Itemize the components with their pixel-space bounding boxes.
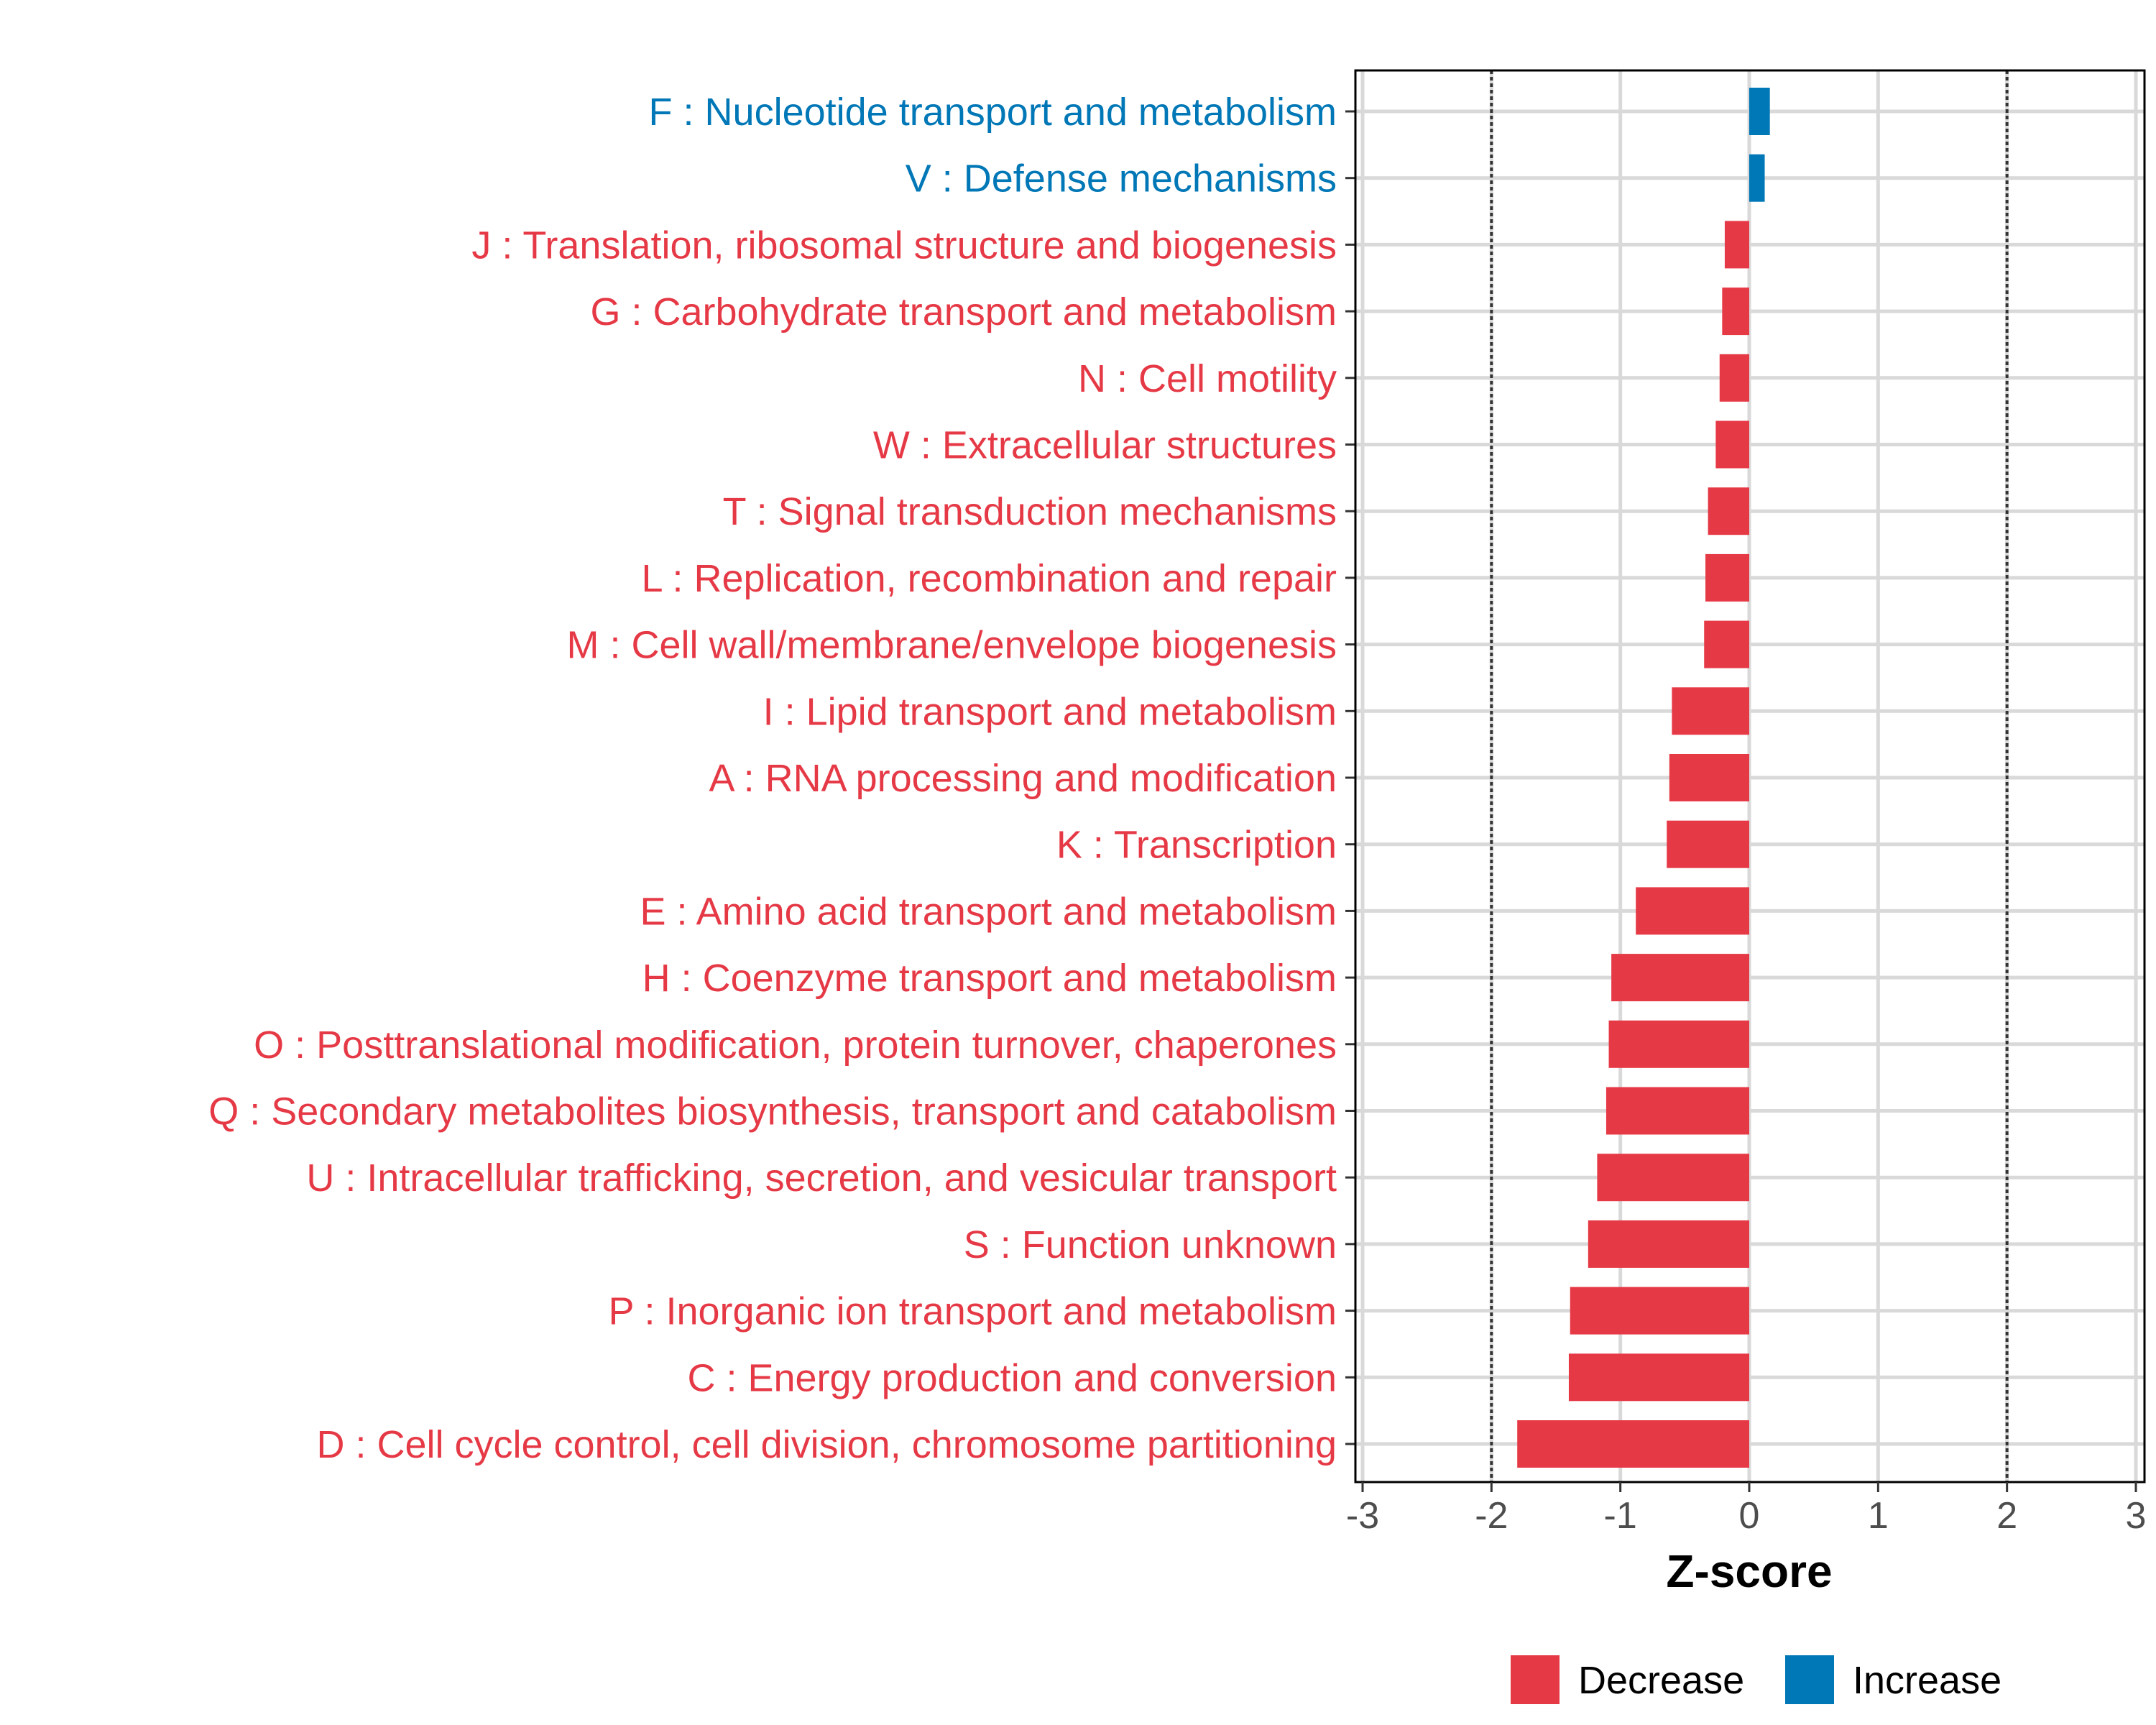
x-tick-label: -2: [1475, 1495, 1508, 1537]
bars: [1517, 88, 1770, 1468]
category-label: T : Signal transduction mechanisms: [723, 490, 1337, 533]
category-label: K : Transcription: [1056, 824, 1337, 867]
bar: [1724, 221, 1749, 269]
bar: [1608, 1020, 1749, 1068]
bar: [1715, 420, 1749, 469]
bar: [1568, 1353, 1749, 1402]
category-label: J : Translation, ribosomal structure and…: [471, 224, 1337, 267]
x-axis: -3 -2 -1 0 1 2 3: [1345, 69, 2147, 1537]
x-tick-label: 2: [1996, 1495, 2017, 1537]
category-label: L : Replication, recombination and repai…: [641, 557, 1337, 600]
bar: [1705, 553, 1749, 602]
bar: [1722, 288, 1749, 336]
bar: [1597, 1154, 1749, 1202]
grid-layer: [1355, 70, 2145, 1482]
category-label: D : Cell cycle control, cell division, c…: [316, 1423, 1337, 1466]
category-label: S : Function unknown: [964, 1223, 1337, 1266]
bar: [1669, 754, 1749, 801]
legend-swatch: [1785, 1655, 1834, 1704]
bar: [1517, 1420, 1749, 1468]
bar: [1749, 88, 1770, 135]
x-tick-label: 3: [2126, 1495, 2147, 1537]
x-tick-label: 1: [1868, 1495, 1889, 1537]
bar: [1749, 154, 1765, 202]
bar: [1588, 1220, 1749, 1268]
reference-lines: [1490, 70, 2009, 1482]
bar: [1667, 820, 1749, 868]
category-label: G : Carbohydrate transport and metabolis…: [591, 290, 1337, 334]
x-axis-title: Z-score: [1666, 1545, 1832, 1597]
legend-label: Decrease: [1578, 1659, 1744, 1702]
category-label: I : Lipid transport and metabolism: [763, 690, 1337, 733]
bar: [1570, 1287, 1749, 1335]
category-label: O : Posttranslational modification, prot…: [254, 1024, 1337, 1067]
category-label: W : Extracellular structures: [873, 424, 1337, 467]
legend-swatch: [1511, 1655, 1560, 1704]
category-label: U : Intracellular trafficking, secretion…: [306, 1156, 1337, 1200]
bar: [1606, 1087, 1749, 1135]
bar: [1611, 954, 1749, 1002]
bar: [1719, 354, 1749, 402]
x-tick-label: -1: [1604, 1495, 1637, 1537]
bar: [1708, 487, 1749, 535]
category-label: V : Defense mechanisms: [906, 157, 1337, 201]
category-labels: F : Nucleotide transport and metabolism V…: [208, 91, 1337, 1466]
category-label: C : Energy production and conversion: [687, 1356, 1337, 1399]
category-label: H : Coenzyme transport and metabolism: [642, 957, 1337, 1000]
bar: [1672, 687, 1749, 735]
x-tick-label: -3: [1346, 1495, 1379, 1537]
category-label: E : Amino acid transport and metabolism: [640, 890, 1337, 933]
x-tick-label: 0: [1739, 1495, 1760, 1537]
bar: [1704, 620, 1749, 668]
category-label: F : Nucleotide transport and metabolism: [649, 91, 1337, 134]
category-label: Q : Secondary metabolites biosynthesis, …: [208, 1090, 1337, 1133]
category-label: N : Cell motility: [1078, 357, 1337, 400]
bar: [1636, 887, 1749, 935]
category-label: A : RNA processing and modification: [709, 757, 1337, 800]
legend: Decrease Increase: [1511, 1655, 2001, 1704]
category-label: P : Inorganic ion transport and metaboli…: [608, 1290, 1337, 1333]
category-label: M : Cell wall/membrane/envelope biogenes…: [566, 624, 1337, 667]
legend-label: Increase: [1853, 1659, 2001, 1702]
